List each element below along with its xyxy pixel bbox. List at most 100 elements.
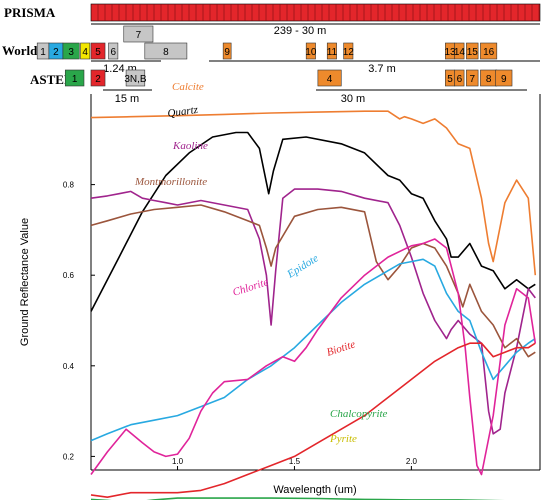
wv3-band-number: 9 [224, 47, 230, 58]
wv3-band-number: 6 [110, 47, 116, 58]
wv3-band-number: 15 [467, 47, 479, 58]
series-line-epidote [90, 258, 536, 442]
resolution-label-aster-vnir: 15 m [115, 93, 139, 105]
aster-band-number: 3N,B [124, 74, 147, 85]
x-tick-label: 2.0 [406, 457, 418, 466]
y-tick-label: 0.4 [63, 362, 75, 371]
series-line-chlorite [90, 238, 537, 476]
wv3-band-box [454, 42, 465, 60]
curve-label-kaoline: Kaoline [172, 140, 208, 152]
wv3-band-4: 4 [80, 42, 91, 60]
aster-band-7: 7 [466, 69, 479, 87]
aster-band-number: 9 [501, 74, 507, 85]
wv3-band-box [222, 42, 232, 60]
aster-band-number: 1 [72, 74, 78, 85]
wv3-band-box [480, 42, 498, 60]
wv3-band-number: 1 [40, 47, 46, 58]
prisma-band-bar [90, 3, 541, 22]
wv3-band-8: 8 [144, 42, 188, 60]
aster-band-box [90, 69, 106, 87]
wv3-band-number: 14 [454, 47, 466, 58]
sensor-label-prisma: PRISMA [4, 5, 56, 20]
aster-band-4: 4 [317, 69, 342, 87]
y-axis-ticks: 0.2 0.4 0.6 0.8 [63, 181, 95, 461]
wv3-band-6: 6 [108, 42, 119, 60]
resolution-label-aster-swir: 30 m [341, 93, 365, 105]
wv3-band-16: 16 [480, 42, 498, 60]
wv3-band-11: 11 [326, 42, 338, 60]
wv3-band-box [305, 42, 316, 60]
curve-label-chalcopyrite: Chalcopyrite [330, 408, 388, 420]
aster-band-box [317, 69, 342, 87]
aster-band-box [64, 69, 85, 87]
wv3-band-12: 12 [343, 42, 355, 60]
aster-band-3n-b: 3N,B [124, 69, 147, 87]
wv3-band-box [80, 42, 91, 60]
aster-band-1: 1 [64, 69, 85, 87]
aster-band-box [125, 69, 146, 87]
series-line-montmorillonite [90, 204, 536, 358]
aster-band-number: 2 [95, 74, 101, 85]
aster-band-6: 6 [454, 69, 465, 87]
aster-band-number: 4 [327, 74, 333, 85]
curve-label-epidote: Epidote [284, 252, 320, 281]
x-tick-label: 1.0 [172, 457, 184, 466]
wv3-band-number: 8 [163, 47, 169, 58]
wv3-band-number: 4 [82, 47, 88, 58]
wv3-band-1: 1 [36, 42, 50, 60]
aster-band-2: 2 [90, 69, 106, 87]
wv3-band-box [62, 42, 80, 60]
wv3-band-number: 13 [444, 47, 456, 58]
aster-band-box [495, 69, 513, 87]
wv3-band-box [123, 25, 154, 43]
wv3-band-box [466, 42, 479, 60]
aster-band-number: 7 [469, 74, 475, 85]
resolution-label-prisma: 239 - 30 m [274, 25, 327, 37]
y-tick-label: 0.2 [63, 452, 75, 461]
wv3-band-box [343, 42, 354, 60]
y-tick-label: 0.8 [63, 181, 75, 190]
aster-band-9: 9 [495, 69, 513, 87]
wv3-band-number: 12 [343, 47, 355, 58]
x-axis-ticks: 1.0 1.5 2.0 [172, 457, 418, 470]
wv3-band-number: 7 [136, 30, 142, 41]
wv3-band-2: 2 [48, 42, 64, 60]
aster-band-5: 5 [445, 69, 456, 87]
x-axis-title: Wavelength (um) [273, 484, 356, 496]
series-line-biotite [90, 342, 536, 499]
wv3-band-15: 15 [466, 42, 479, 60]
series-line-calcite [90, 110, 537, 276]
wv3-band-9: 9 [222, 42, 232, 60]
wv3-band-number: 16 [483, 47, 495, 58]
wv3-band-box [108, 42, 119, 60]
curve-label-quartz: Quartz [167, 104, 200, 120]
wv3-band-10: 10 [305, 42, 317, 60]
resolution-label-wv3-swir: 3.7 m [368, 63, 396, 75]
wv3-band-7: 7 [123, 25, 154, 43]
wv3-band-number: 5 [95, 47, 101, 58]
wv3-band-3: 3 [62, 42, 80, 60]
curve-label-montmorillonite: Montmorillonite [134, 176, 207, 188]
wv3-band-number: 10 [305, 47, 317, 58]
curve-label-calcite: Calcite [172, 81, 204, 93]
aster-band-number: 5 [447, 74, 453, 85]
curve-label-pyrite: Pyrite [329, 433, 357, 445]
series-line-kaoline [90, 188, 536, 435]
curve-label-biotite: Biotite [325, 338, 357, 359]
series-line-quartz [90, 131, 536, 312]
curve-label-chlorite: Chlorite [231, 276, 270, 299]
wv3-band-number: 3 [68, 47, 74, 58]
aster-band-box [454, 69, 465, 87]
y-tick-label: 0.6 [63, 271, 75, 280]
y-axis-title: Ground Reflectance Value [19, 218, 31, 346]
wv3-band-box [144, 42, 188, 60]
wv3-band-box [326, 42, 337, 60]
aster-band-8: 8 [480, 69, 498, 87]
sensor-label-aster: ASTER [30, 72, 74, 87]
x-tick-label: 1.5 [289, 457, 301, 466]
wv3-band-14: 14 [454, 42, 466, 60]
wv3-band-number: 2 [53, 47, 59, 58]
wv3-band-box [90, 42, 106, 60]
